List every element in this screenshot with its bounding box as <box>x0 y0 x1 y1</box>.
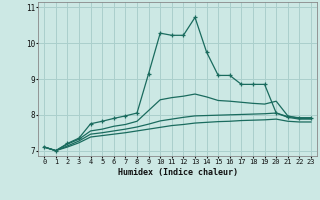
X-axis label: Humidex (Indice chaleur): Humidex (Indice chaleur) <box>118 168 238 177</box>
